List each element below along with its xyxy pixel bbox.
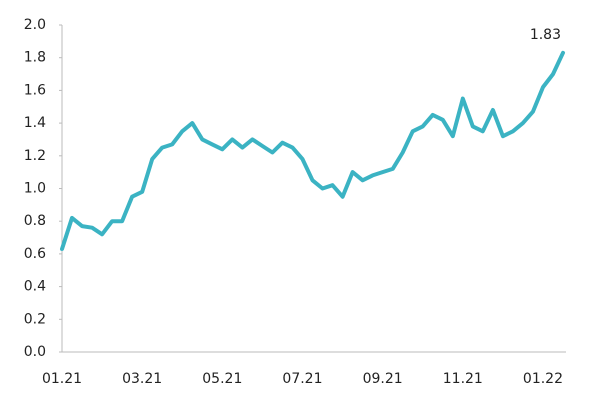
x-tick-label: 11.21 bbox=[443, 371, 483, 387]
y-tick-label: 0.4 bbox=[24, 279, 46, 295]
y-tick-label: 1.2 bbox=[24, 148, 46, 164]
x-tick-label: 09.21 bbox=[363, 371, 403, 387]
x-tick-label: 01.22 bbox=[523, 371, 563, 387]
x-tick-label: 01.21 bbox=[42, 371, 82, 387]
data-line bbox=[60, 50, 565, 251]
y-tick-label: 0.2 bbox=[24, 311, 46, 327]
x-tick-label: 05.21 bbox=[202, 371, 242, 387]
x-tick-label: 03.21 bbox=[122, 371, 162, 387]
y-tick-label: 2.0 bbox=[24, 17, 46, 33]
y-tick-label: 1.6 bbox=[24, 82, 46, 98]
y-tick-label: 1.4 bbox=[24, 115, 46, 131]
y-tick-label: 0.8 bbox=[24, 213, 46, 229]
y-tick-label: 1.8 bbox=[24, 50, 46, 66]
y-tick-label: 1.0 bbox=[24, 181, 46, 197]
end-value-label: 1.83 bbox=[530, 27, 561, 43]
y-tick-label: 0.0 bbox=[24, 344, 46, 360]
x-tick-label: 07.21 bbox=[282, 371, 322, 387]
y-tick-label: 0.6 bbox=[24, 246, 46, 262]
